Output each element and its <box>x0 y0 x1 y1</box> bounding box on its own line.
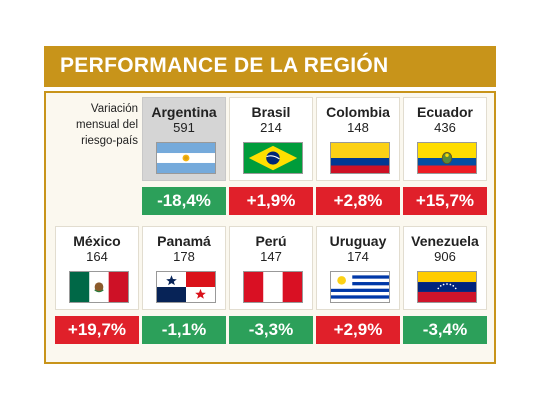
country-card: Perú 147 <box>229 226 313 310</box>
variation-badge: +2,8% <box>316 187 400 215</box>
riesgo-pais-value: 164 <box>86 249 108 264</box>
uruguay-flag <box>330 271 390 303</box>
country-name: Venezuela <box>411 233 479 249</box>
country-card: Uruguay 174 <box>316 226 400 310</box>
riesgo-pais-value: 436 <box>434 120 456 135</box>
country-card: Venezuela 906 <box>403 226 487 310</box>
country-card: Panamá 178 <box>142 226 226 310</box>
colombia-flag <box>330 142 390 174</box>
country-cell: Colombia 148 +2,8% <box>316 97 400 215</box>
riesgo-pais-value: 906 <box>434 249 456 264</box>
country-cell: Uruguay 174 +2,9% <box>316 226 400 344</box>
riesgo-pais-value: 591 <box>173 120 195 135</box>
side-label-line: mensual del <box>75 119 138 131</box>
variation-badge: +2,9% <box>316 316 400 344</box>
country-name: Panamá <box>157 233 211 249</box>
page-title: PERFORMANCE DE LA REGIÓN <box>60 54 389 77</box>
country-name: Ecuador <box>416 104 473 120</box>
ecuador-flag <box>417 142 477 174</box>
side-label-line: riesgo-país <box>81 135 138 147</box>
country-card: México 164 <box>55 226 139 310</box>
country-cell: Brasil 214 +1,9% <box>229 97 313 215</box>
country-name: Uruguay <box>329 233 387 249</box>
variation-badge: -18,4% <box>142 187 226 215</box>
variation-badge: -3,3% <box>229 316 313 344</box>
country-cell: Argentina 591 -18,4% <box>142 97 226 215</box>
riesgo-pais-value: 148 <box>347 120 369 135</box>
variation-badge: +19,7% <box>55 316 139 344</box>
country-cell: Venezuela 906 -3,4% <box>403 226 487 344</box>
country-card: Argentina 591 <box>142 97 226 181</box>
riesgo-pais-value: 147 <box>260 249 282 264</box>
country-name: México <box>73 233 121 249</box>
country-name: Colombia <box>326 104 390 120</box>
brasil-flag <box>243 142 303 174</box>
side-label-line: Variación <box>90 103 138 115</box>
country-card: Ecuador 436 <box>403 97 487 181</box>
riesgo-pais-value: 214 <box>260 120 282 135</box>
header-bar: PERFORMANCE DE LA REGIÓN <box>44 46 496 87</box>
variation-badge: +15,7% <box>403 187 487 215</box>
side-label: Variación mensual del riesgo-país <box>58 101 138 149</box>
riesgo-pais-value: 174 <box>347 249 369 264</box>
variation-badge: -1,1% <box>142 316 226 344</box>
country-name: Argentina <box>151 104 217 120</box>
panama-flag <box>156 271 216 303</box>
country-cell: Ecuador 436 +15,7% <box>403 97 487 215</box>
country-grid: Variación mensual del riesgo-país Argent… <box>44 91 496 364</box>
country-card: Brasil 214 <box>229 97 313 181</box>
country-cell: México 164 +19,7% <box>55 226 139 344</box>
variation-badge: +1,9% <box>229 187 313 215</box>
country-name: Perú <box>255 233 287 249</box>
country-name: Brasil <box>251 104 291 120</box>
mexico-flag <box>69 271 129 303</box>
variation-badge: -3,4% <box>403 316 487 344</box>
venezuela-flag <box>417 271 477 303</box>
country-cell: Panamá 178 -1,1% <box>142 226 226 344</box>
performance-panel: PERFORMANCE DE LA REGIÓN Variación mensu… <box>44 46 496 364</box>
argentina-flag <box>156 142 216 174</box>
country-card: Colombia 148 <box>316 97 400 181</box>
peru-flag <box>243 271 303 303</box>
country-cell: Perú 147 -3,3% <box>229 226 313 344</box>
riesgo-pais-value: 178 <box>173 249 195 264</box>
